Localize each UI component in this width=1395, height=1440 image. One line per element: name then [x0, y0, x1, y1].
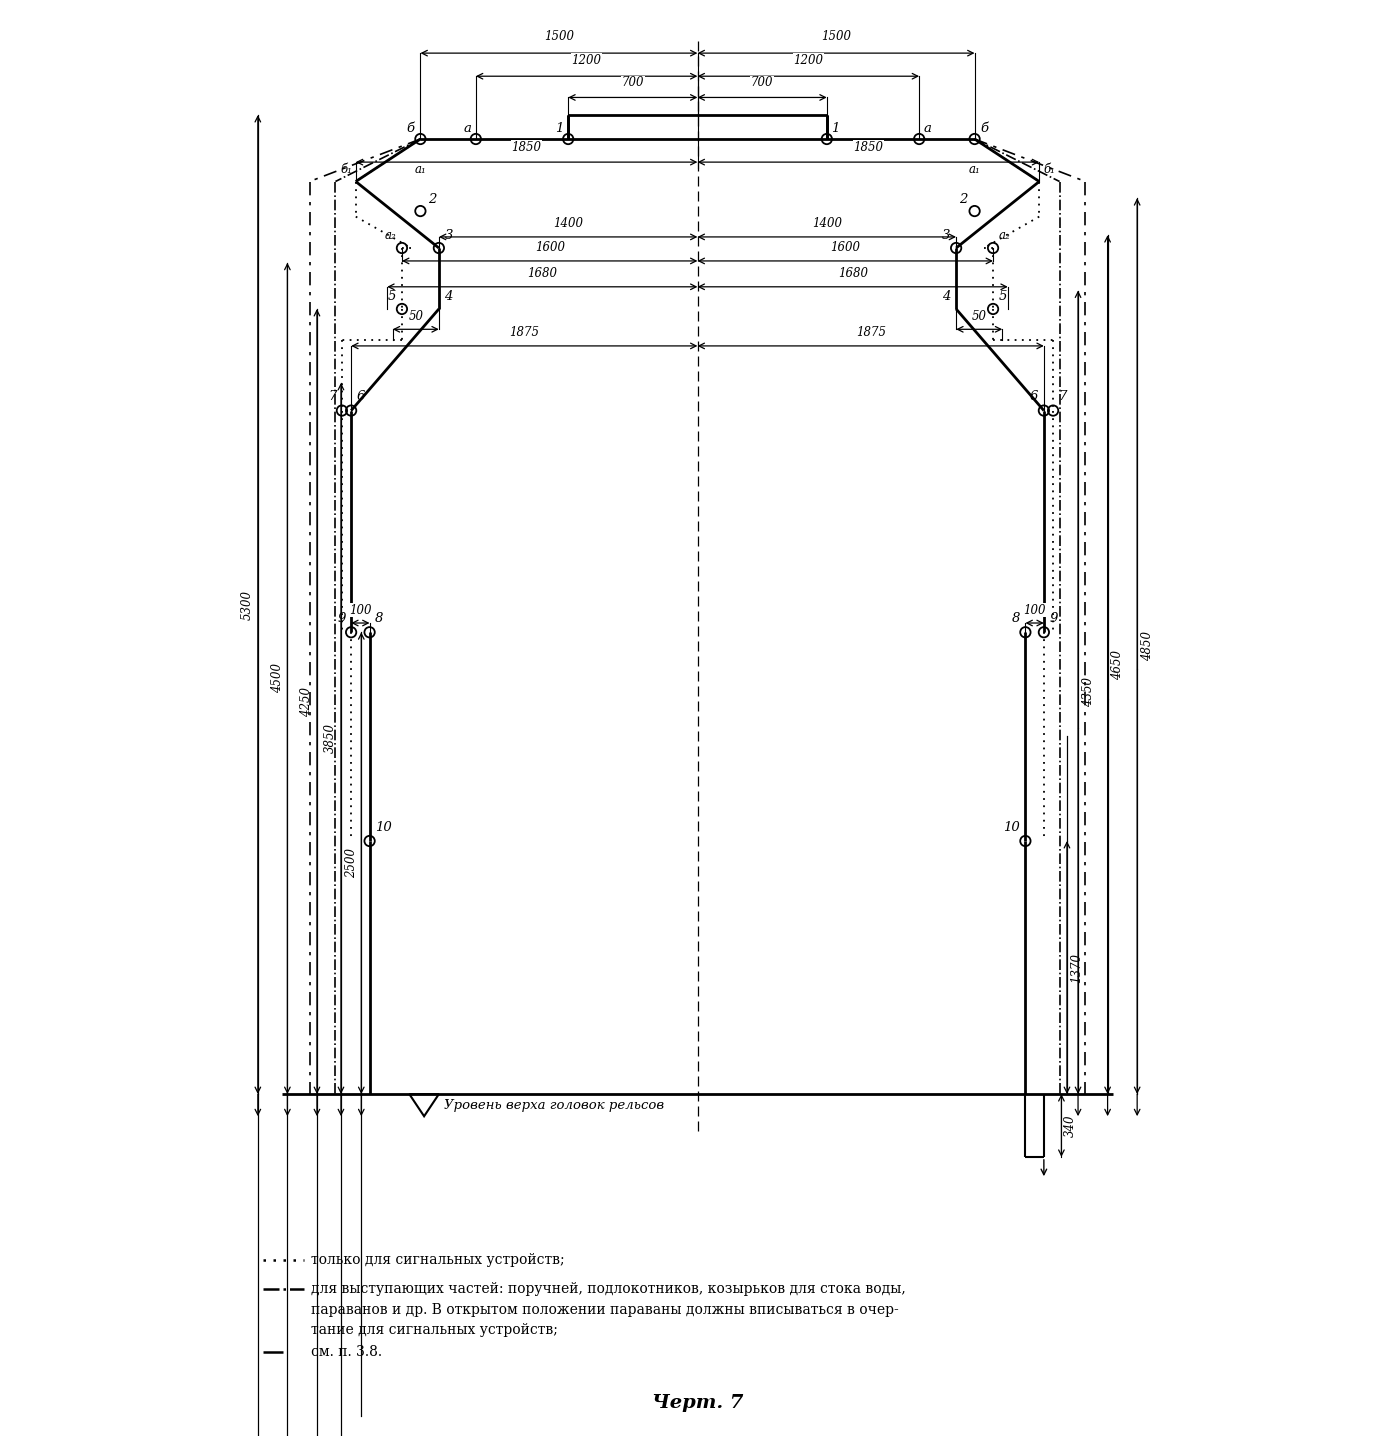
Text: 1850: 1850 [854, 141, 883, 154]
Text: 7: 7 [1059, 390, 1067, 403]
Text: 700: 700 [751, 76, 773, 89]
Text: Черт. 7: Черт. 7 [651, 1394, 744, 1413]
Text: 7: 7 [328, 390, 336, 403]
Text: 4: 4 [445, 291, 453, 304]
Text: 1400: 1400 [812, 216, 841, 229]
Text: 4500: 4500 [271, 664, 283, 694]
Text: 8: 8 [1011, 612, 1020, 625]
Text: 10: 10 [1003, 821, 1020, 834]
Text: 1: 1 [831, 122, 840, 135]
Text: 1400: 1400 [554, 216, 583, 229]
Text: 9: 9 [1049, 612, 1057, 625]
Text: 6: 6 [1030, 390, 1038, 403]
Text: 1850: 1850 [512, 141, 541, 154]
Text: 4650: 4650 [1112, 649, 1124, 680]
Text: 700: 700 [622, 76, 644, 89]
Text: 4350: 4350 [1081, 677, 1095, 707]
Text: 6: 6 [357, 390, 365, 403]
Text: 10: 10 [375, 821, 392, 834]
Text: б₁: б₁ [340, 163, 352, 176]
Text: 50: 50 [409, 310, 423, 323]
Text: для выступающих частей: поручней, подлокотников, козырьков для стока воды,: для выступающих частей: поручней, подлок… [311, 1282, 907, 1296]
Text: 4: 4 [942, 291, 950, 304]
Text: а: а [463, 122, 472, 135]
Text: а₁: а₁ [968, 163, 981, 176]
Text: Уровень верха головок рельсов: Уровень верха головок рельсов [445, 1099, 664, 1112]
Text: 5300: 5300 [241, 589, 254, 619]
Text: 3: 3 [942, 229, 950, 242]
Text: 1875: 1875 [855, 325, 886, 338]
Text: 1200: 1200 [794, 53, 823, 68]
Text: 2500: 2500 [345, 848, 357, 878]
Text: 1500: 1500 [822, 30, 851, 43]
Text: 1680: 1680 [837, 266, 868, 279]
Text: параванов и др. В открытом положении параваны должны вписываться в очер-: параванов и др. В открытом положении пар… [311, 1303, 900, 1316]
Text: 1600: 1600 [534, 240, 565, 253]
Text: только для сигнальных устройств;: только для сигнальных устройств; [311, 1253, 565, 1267]
Text: 5: 5 [388, 291, 396, 304]
Text: 3850: 3850 [324, 723, 338, 753]
Text: 100: 100 [1024, 603, 1046, 616]
Text: 1: 1 [555, 122, 564, 135]
Text: 2: 2 [958, 193, 967, 206]
Text: тание для сигнальных устройств;: тание для сигнальных устройств; [311, 1323, 558, 1338]
Text: 8: 8 [375, 612, 384, 625]
Text: 50: 50 [972, 310, 986, 323]
Text: а₂: а₂ [999, 229, 1010, 242]
Text: 4250: 4250 [300, 687, 314, 717]
Text: 1370: 1370 [1070, 952, 1084, 982]
Text: 2: 2 [428, 193, 437, 206]
Text: а: а [923, 122, 932, 135]
Text: 1875: 1875 [509, 325, 540, 338]
Text: 4850: 4850 [1141, 631, 1154, 661]
Text: 340: 340 [1064, 1115, 1077, 1136]
Text: 1680: 1680 [527, 266, 558, 279]
Text: б₁: б₁ [1043, 163, 1055, 176]
Text: б: б [407, 122, 414, 135]
Text: б: б [981, 122, 988, 135]
Text: 100: 100 [349, 603, 371, 616]
Text: а₂: а₂ [385, 229, 396, 242]
Text: 1500: 1500 [544, 30, 573, 43]
Text: 9: 9 [338, 612, 346, 625]
Text: 1600: 1600 [830, 240, 861, 253]
Text: 3: 3 [445, 229, 453, 242]
Text: 5: 5 [999, 291, 1007, 304]
Text: а₁: а₁ [414, 163, 427, 176]
Text: см. п. 3.8.: см. п. 3.8. [311, 1345, 382, 1359]
Text: 1200: 1200 [572, 53, 601, 68]
